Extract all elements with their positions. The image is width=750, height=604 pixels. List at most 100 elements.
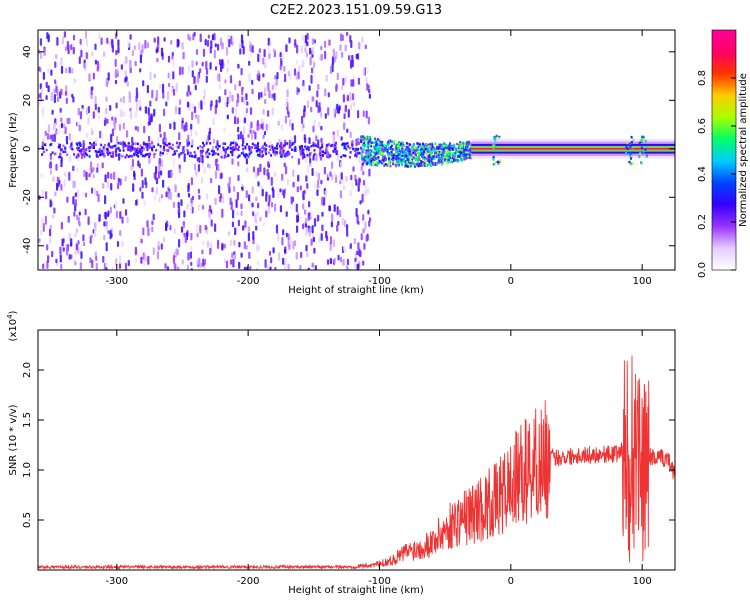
- spectrogram-cell: [194, 84, 197, 91]
- spectrogram-cell: [181, 66, 184, 75]
- spectrogram-cell: [371, 158, 374, 161]
- spectrogram-cell: [44, 143, 47, 146]
- spectrogram-cell: [320, 137, 323, 143]
- x-tick-label: -200: [237, 576, 260, 587]
- spectrogram-cell: [134, 142, 137, 145]
- spectrogram-cell: [434, 148, 437, 151]
- x-tick-label: 0: [508, 576, 514, 587]
- spectrogram-cell: [388, 141, 391, 144]
- spectrogram-cell: [142, 141, 145, 144]
- spectrogram-cell: [204, 224, 207, 231]
- spectrogram-cell: [414, 153, 417, 157]
- snr-series-line: [38, 355, 675, 570]
- spectrogram-cell: [237, 174, 240, 181]
- spectrogram-cell: [431, 161, 434, 165]
- spectrogram-cell: [420, 145, 423, 149]
- spectrogram-cell: [222, 146, 225, 149]
- spectrogram-cell: [279, 64, 282, 71]
- spectrogram-cell: [149, 100, 152, 107]
- spectrogram-cell: [121, 240, 124, 248]
- spectrogram-cell: [370, 163, 373, 167]
- spectrogram-cell: [272, 247, 275, 254]
- spectrogram-cell: [212, 152, 215, 156]
- spectrogram-cell: [275, 224, 279, 234]
- colorbar-label: Normalized spectral amplitude: [738, 73, 749, 227]
- colorbar-tick-label: 0.4: [697, 166, 708, 182]
- spectrogram-cell: [170, 87, 173, 93]
- spectrogram-cell: [53, 207, 56, 214]
- spectrogram-cell: [119, 97, 123, 103]
- spectrogram-cell: [333, 204, 336, 212]
- spectrogram-cell: [207, 34, 210, 39]
- spectrogram-cell: [115, 258, 118, 266]
- spectrogram-cell: [629, 145, 632, 148]
- spectrogram-cell: [200, 100, 203, 110]
- spectrogram-cell: [331, 161, 334, 169]
- spectrogram-cell: [131, 50, 134, 56]
- spectrogram-cell: [142, 261, 146, 267]
- spectrogram-cell: [187, 193, 191, 198]
- spectrogram-cell: [248, 251, 251, 259]
- spectrogram-cell: [366, 162, 368, 166]
- spectrogram-cell: [268, 90, 271, 99]
- spectrogram-cell: [80, 155, 83, 160]
- spectrogram-cell: [375, 140, 378, 144]
- spectrogram-cell: [233, 239, 236, 246]
- spectrogram-cell: [90, 128, 93, 135]
- spectrogram-cell: [296, 225, 299, 233]
- spectrogram-cell: [195, 131, 198, 136]
- spectrogram-cell: [63, 123, 66, 128]
- spectrogram-cell: [219, 150, 222, 158]
- spectrogram-cell: [105, 267, 108, 270]
- spectrogram-cell: [103, 234, 106, 241]
- spectrogram-cell: [142, 227, 145, 236]
- spectrogram-cell: [218, 96, 221, 103]
- spectrogram-cell: [187, 252, 190, 261]
- spectrogram-cell: [127, 155, 130, 158]
- spectrogram-cell: [103, 155, 106, 158]
- spectrogram-cell: [267, 201, 270, 208]
- spectrogram-cell: [313, 149, 316, 152]
- spectrogram-cell: [463, 142, 466, 145]
- spectrogram-cell: [434, 163, 437, 166]
- spectrogram-cell: [157, 36, 160, 46]
- spectrogram-cell: [387, 161, 390, 164]
- spectrogram-cell: [309, 162, 312, 167]
- spectrogram-cell: [110, 38, 114, 46]
- spectrogram-cell: [385, 149, 388, 152]
- spectrogram-cell: [493, 143, 496, 147]
- spectrogram-cell: [136, 102, 139, 112]
- spectrogram-band: [471, 148, 675, 150]
- spectrogram-cell: [398, 151, 401, 154]
- spectrogram-cell: [94, 227, 97, 237]
- spectrogram-cell: [232, 209, 235, 219]
- spectrogram-cell: [136, 142, 139, 146]
- spectrogram-cell: [113, 122, 116, 131]
- spectrogram-cell: [135, 199, 138, 206]
- spectrogram-cell: [458, 145, 461, 148]
- spectrogram-cell: [51, 251, 54, 258]
- spectrogram-cell: [442, 161, 444, 164]
- spectrogram-cell: [162, 91, 165, 99]
- spectrogram-cell: [406, 160, 408, 164]
- spectrogram-cell: [452, 144, 455, 147]
- spectrogram-cell: [396, 152, 399, 155]
- y-tick-label: 40: [22, 45, 33, 58]
- spectrogram-cell: [197, 74, 200, 83]
- spectrogram-cell: [433, 157, 436, 160]
- spectrogram-cell: [143, 147, 145, 151]
- spectrogram-x-label: Height of straight line (km): [288, 285, 424, 296]
- spectrogram-cell: [314, 182, 317, 190]
- spectrogram-cell: [638, 141, 641, 145]
- spectrogram-cell: [404, 160, 406, 163]
- spectrogram-cell: [344, 219, 347, 227]
- spectrogram-cell: [324, 151, 327, 155]
- spectrogram-cell: [437, 147, 440, 150]
- spectrogram-cell: [265, 123, 268, 131]
- spectrogram-cell: [440, 159, 443, 163]
- spectrogram-cell: [144, 40, 147, 49]
- spectrogram-cell: [129, 59, 132, 69]
- spectrogram-cell: [111, 44, 114, 53]
- spectrogram-cell: [259, 151, 262, 155]
- spectrogram-cell: [470, 142, 473, 146]
